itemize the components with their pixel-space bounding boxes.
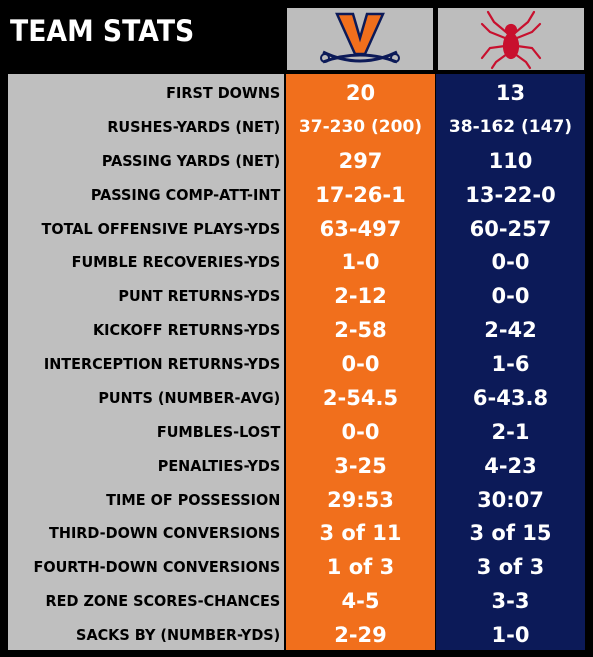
home-stat-value: 63-497 [319, 216, 402, 241]
home-stat-value: 1-0 [341, 250, 380, 275]
stat-labels-column: FIRST DOWNS RUSHES-YARDS (NET) PASSING YAR… [8, 74, 284, 650]
richmond-logo-box [438, 8, 584, 70]
stat-label: RED ZONE SCORES-CHANCES [45, 592, 281, 611]
virginia-logo-box [287, 8, 433, 70]
away-stat-value: 1-0 [491, 623, 530, 648]
virginia-cavaliers-icon [320, 12, 400, 64]
stat-label: PUNT RETURNS-YDS [118, 287, 281, 306]
home-stat-value: 20 [345, 81, 376, 105]
home-stat-value: 2-29 [334, 623, 387, 648]
away-stat-value: 0-0 [491, 284, 530, 309]
home-stat-value: 3-25 [334, 453, 387, 478]
home-stat-value: 0-0 [341, 419, 380, 444]
away-stat-value: 60-257 [469, 216, 552, 241]
away-stat-value: 3 of 15 [469, 521, 552, 546]
page-title: TEAM STATS [10, 14, 195, 48]
away-stat-value: 1-6 [491, 352, 530, 377]
home-stat-value: 17-26-1 [315, 182, 406, 207]
stat-label: FUMBLE RECOVERIES-YDS [71, 253, 281, 272]
home-stat-value: 0-0 [341, 352, 380, 377]
home-stat-value: 297 [338, 148, 383, 173]
stat-label: PASSING COMP-ATT-INT [90, 185, 281, 204]
stat-label: FIRST DOWNS [166, 84, 281, 102]
away-stat-value: 13 [495, 81, 526, 105]
home-stat-value: 4-5 [341, 589, 380, 614]
away-stat-value: 2-1 [491, 419, 530, 444]
stat-label: THIRD-DOWN CONVERSIONS [49, 524, 281, 543]
stat-label: PASSING YARDS (NET) [101, 151, 281, 170]
stat-label: PENALTIES-YDS [157, 456, 281, 475]
stat-label: PUNTS (NUMBER-AVG) [98, 388, 281, 407]
stat-label: KICKOFF RETURNS-YDS [92, 321, 281, 340]
home-stat-value: 2-12 [334, 284, 387, 309]
away-stat-value: 110 [488, 148, 533, 173]
richmond-stats-column: 13 38-162 (147) 110 13-22-0 60-257 0-0 0-0 2-42… [436, 74, 585, 650]
stat-label: TIME OF POSSESSION [106, 490, 281, 509]
stat-label: FOURTH-DOWN CONVERSIONS [33, 558, 281, 577]
away-stat-value: 3 of 3 [476, 555, 545, 580]
home-stat-value: 2-58 [334, 318, 387, 343]
stat-label: TOTAL OFFENSIVE PLAYS-YDS [41, 219, 281, 238]
richmond-spider-icon [480, 10, 542, 70]
stat-label: RUSHES-YARDS (NET) [107, 117, 281, 136]
home-stat-value: 3 of 11 [319, 521, 402, 546]
stat-label: SACKS BY (NUMBER-YDS) [76, 626, 281, 645]
home-stat-value: 2-54.5 [322, 385, 399, 410]
away-stat-value: 4-23 [484, 453, 537, 478]
away-stat-value: 2-42 [484, 318, 537, 343]
stat-label: FUMBLES-LOST [156, 422, 281, 441]
away-stat-value: 0-0 [491, 250, 530, 275]
away-stat-value: 3-3 [491, 589, 530, 614]
virginia-stats-column: 20 37-230 (200) 297 17-26-1 63-497 1-0 2-12 2-5… [285, 74, 435, 650]
stat-label: INTERCEPTION RETURNS-YDS [43, 355, 281, 374]
away-stat-value: 6-43.8 [472, 385, 549, 410]
home-stat-value: 1 of 3 [326, 555, 395, 580]
home-stat-value: 29:53 [327, 487, 394, 512]
away-stat-value: 13-22-0 [465, 182, 556, 207]
away-stat-value: 38-162 (147) [448, 116, 573, 137]
away-stat-value: 30:07 [477, 487, 544, 512]
home-stat-value: 37-230 (200) [298, 116, 423, 137]
